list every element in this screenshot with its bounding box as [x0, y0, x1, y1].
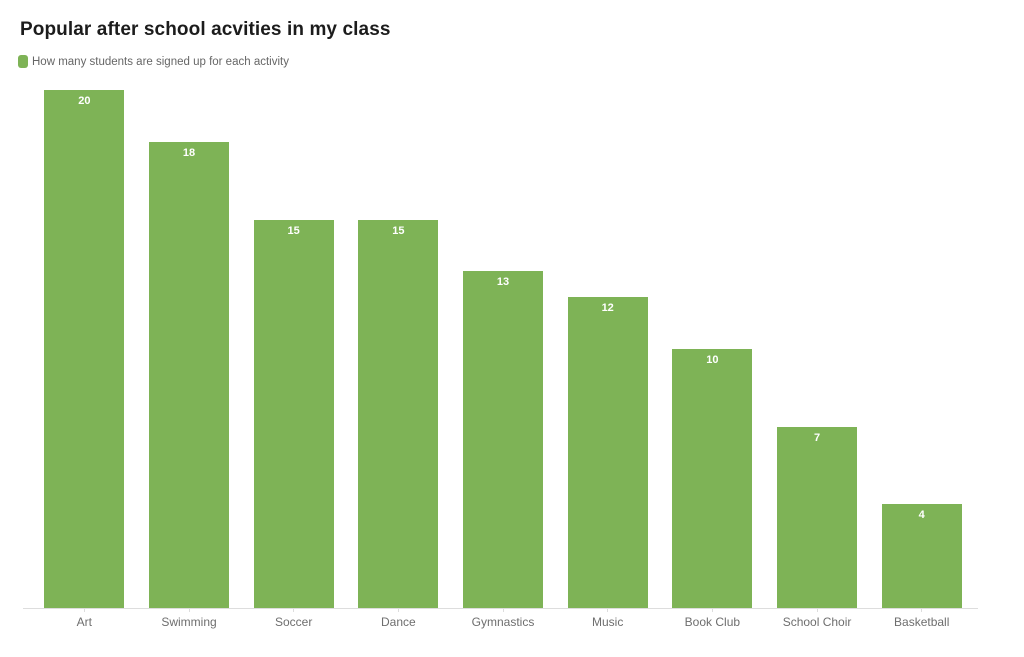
- bar-slot: 10: [660, 90, 765, 608]
- axis-tick: [816, 608, 818, 612]
- bars-container: 20 18 15 15 13 12 10 7 4: [32, 90, 974, 608]
- x-axis-cell: Music: [555, 608, 660, 629]
- chart-title: Popular after school acvities in my clas…: [20, 19, 391, 40]
- bar-dance[interactable]: 15: [358, 219, 439, 608]
- bar-gymnastics[interactable]: 13: [463, 271, 544, 608]
- category-label-soccer: Soccer: [275, 615, 313, 629]
- axis-tick: [188, 608, 190, 612]
- bar-slot: 18: [137, 90, 242, 608]
- bar-soccer[interactable]: 15: [253, 219, 334, 608]
- axis-tick: [921, 608, 923, 612]
- axis-tick: [607, 608, 609, 612]
- legend-label: How many students are signed up for each…: [32, 55, 289, 68]
- axis-tick: [711, 608, 713, 612]
- category-label-art: Art: [76, 615, 92, 629]
- bar-value-label: 4: [918, 509, 925, 522]
- x-axis-cell: Art: [32, 608, 137, 629]
- legend-swatch-icon: [18, 55, 28, 68]
- axis-tick: [293, 608, 295, 612]
- axis-tick: [502, 608, 504, 612]
- x-axis-cell: Gymnastics: [451, 608, 556, 629]
- x-axis-cell: Book Club: [660, 608, 765, 629]
- x-axis-cell: Swimming: [137, 608, 242, 629]
- x-axis-cell: School Choir: [765, 608, 870, 629]
- bar-slot: 12: [555, 90, 660, 608]
- bar-value-label: 18: [182, 146, 196, 159]
- bar-swimming[interactable]: 18: [149, 141, 229, 608]
- x-axis-cell: Dance: [346, 608, 451, 629]
- bar-value-label: 15: [287, 224, 300, 237]
- category-label-book-club: Book Club: [684, 615, 741, 629]
- bar-value-label: 15: [392, 224, 405, 237]
- category-label-swimming: Swimming: [161, 615, 217, 629]
- category-label-school-choir: School Choir: [782, 615, 852, 629]
- x-axis-cell: Soccer: [241, 608, 346, 629]
- bar-school-choir[interactable]: 7: [777, 426, 858, 608]
- bar-basketball[interactable]: 4: [881, 504, 962, 608]
- bar-slot: 4: [869, 90, 974, 608]
- category-label-dance: Dance: [381, 615, 416, 629]
- category-label-gymnastics: Gymnastics: [471, 615, 535, 629]
- bar-value-label: 7: [813, 431, 821, 444]
- bar-slot: 15: [346, 90, 451, 608]
- bar-value-label: 12: [601, 302, 614, 315]
- bar-slot: 15: [241, 90, 346, 608]
- bar-music[interactable]: 12: [567, 297, 648, 608]
- category-label-basketball: Basketball: [894, 615, 950, 629]
- bar-slot: 13: [451, 90, 556, 608]
- bar-slot: 7: [765, 90, 870, 608]
- bar-value-label: 13: [496, 276, 510, 289]
- bar-book-club[interactable]: 10: [672, 349, 753, 608]
- bar-value-label: 10: [706, 354, 719, 366]
- category-label-music: Music: [592, 615, 624, 629]
- plot-area: 20 18 15 15 13 12 10 7 4 Art Swimming Soccer Dance G…: [23, 90, 978, 629]
- x-axis-cell: Basketball: [869, 608, 974, 629]
- bar-art[interactable]: 20: [44, 90, 125, 608]
- x-axis-labels: Art Swimming Soccer Dance Gymnastics Music Boo…: [32, 608, 974, 629]
- bar-value-label: 20: [78, 95, 91, 107]
- axis-tick: [83, 608, 85, 612]
- legend: How many students are signed up for each…: [18, 55, 289, 68]
- axis-tick: [397, 608, 399, 612]
- bar-slot: 20: [32, 90, 137, 608]
